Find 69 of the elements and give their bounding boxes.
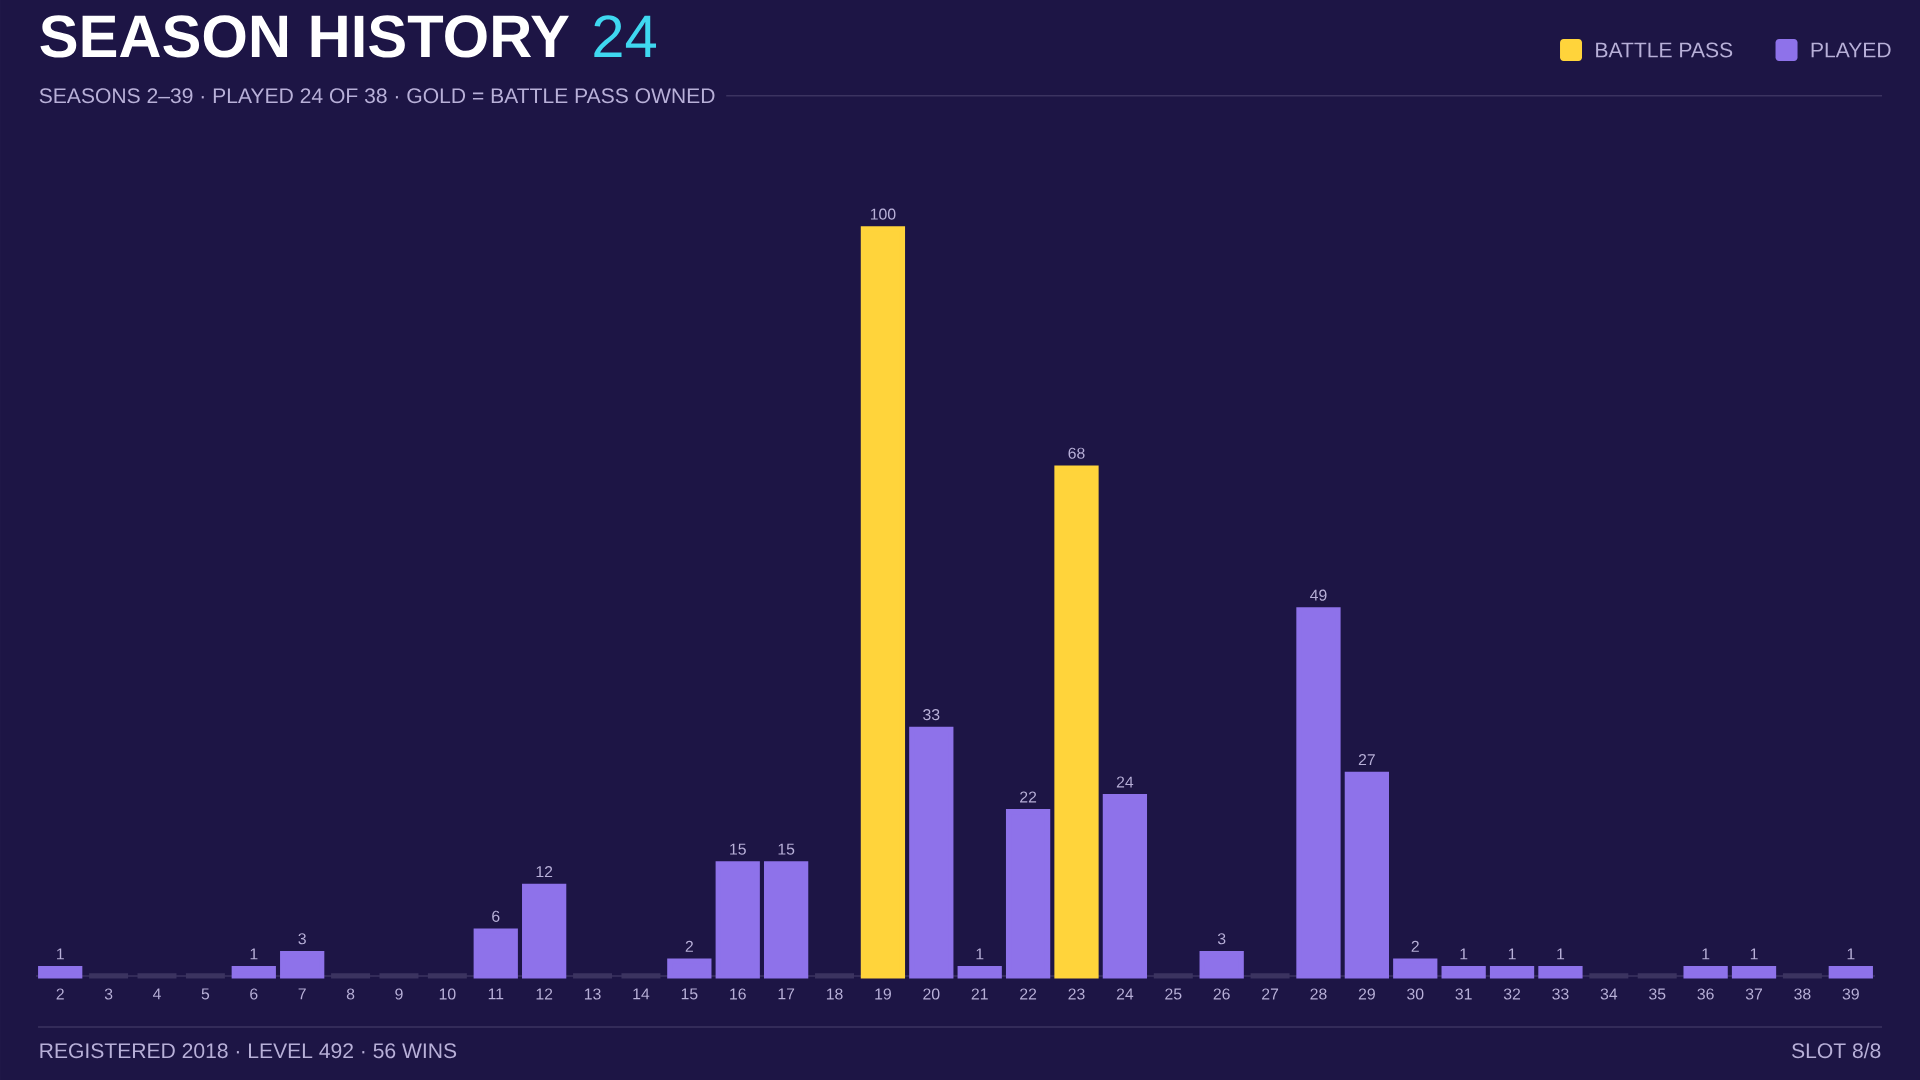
- x-tick-label: 26: [1213, 988, 1230, 1000]
- legend-label: PLAYED: [1811, 42, 1891, 58]
- data-label: 3: [1217, 933, 1226, 945]
- x-tick-label: 24: [1116, 988, 1134, 1000]
- data-label: 3: [298, 933, 306, 945]
- x-tick-label: 30: [1407, 988, 1424, 1000]
- x-tick-label: 7: [298, 988, 306, 1000]
- data-label: 24: [1116, 776, 1134, 788]
- x-tick-label: 19: [875, 988, 891, 1000]
- data-label: 68: [1068, 447, 1085, 459]
- chart-title: SEASON HISTORY: [40, 15, 569, 58]
- x-tick-label: 36: [1697, 988, 1714, 1000]
- data-label: 2: [685, 940, 693, 952]
- data-label: 2: [1411, 940, 1419, 952]
- data-label: 12: [536, 866, 553, 878]
- x-tick-label: 9: [395, 988, 403, 1000]
- data-label: 27: [1358, 754, 1375, 766]
- data-label: 1: [1557, 948, 1565, 960]
- x-tick-label: 6: [250, 988, 258, 1000]
- x-tick-label: 34: [1600, 988, 1618, 1000]
- text: SLOT 8/8: [1792, 1042, 1881, 1059]
- data-label: 100: [870, 208, 896, 220]
- x-tick-label: 35: [1649, 988, 1666, 1000]
- x-tick-label: 12: [536, 988, 553, 1000]
- data-label: 15: [730, 843, 746, 855]
- x-tick-label: 23: [1068, 988, 1085, 1000]
- x-tick-label: 37: [1745, 988, 1763, 1000]
- data-label: 1: [57, 948, 64, 960]
- data-label: 1: [250, 948, 258, 960]
- x-tick-label: 20: [923, 988, 940, 1000]
- x-tick-label: 27: [1262, 988, 1279, 1000]
- x-tick-label: 2: [56, 988, 64, 1000]
- x-tick-label: 32: [1503, 988, 1521, 1000]
- chart-subtitle: SEASONS 2–39 · PLAYED 24 OF 38 · GOLD = BATTLE PASS OWNED: [39, 88, 715, 104]
- x-tick-label: 33: [1552, 988, 1569, 1000]
- legend-label: BATTLE PASS: [1596, 42, 1733, 58]
- data-label: 1: [1750, 948, 1758, 960]
- data-label: 1: [1702, 948, 1710, 960]
- x-tick-label: 21: [971, 988, 988, 1000]
- data-label: 33: [923, 709, 940, 721]
- x-tick-label: 29: [1358, 988, 1375, 1000]
- x-tick-label: 10: [439, 988, 456, 1000]
- x-tick-label: 11: [488, 988, 504, 1000]
- data-label: 1: [1460, 948, 1468, 960]
- x-tick-label: 28: [1310, 988, 1327, 1000]
- data-label: 6: [492, 910, 500, 922]
- x-tick-label: 22: [1020, 988, 1037, 1000]
- data-label: 1: [1847, 948, 1855, 960]
- x-tick-label: 15: [681, 988, 698, 1000]
- x-tick-label: 14: [633, 988, 650, 1000]
- data-label: 49: [1310, 589, 1327, 601]
- data-label: 22: [1020, 791, 1037, 803]
- data-label: 1: [976, 948, 984, 960]
- x-tick-label: 31: [1455, 988, 1472, 1000]
- x-tick-label: 5: [201, 988, 210, 1000]
- x-tick-label: 38: [1794, 988, 1811, 1000]
- x-tick-label: 8: [346, 988, 355, 1000]
- x-tick-label: 18: [826, 988, 843, 1000]
- data-label: 1: [1508, 948, 1516, 960]
- text: 24: [594, 15, 657, 57]
- x-tick-label: 4: [152, 988, 161, 1000]
- x-tick-label: 16: [730, 988, 746, 1000]
- x-tick-label: 25: [1165, 988, 1182, 1000]
- x-tick-label: 39: [1842, 988, 1859, 1000]
- x-tick-label: 3: [104, 988, 113, 1000]
- text: REGISTERED 2018 · LEVEL 492 · 56 WINS: [40, 1043, 457, 1059]
- x-tick-label: 13: [584, 988, 601, 1000]
- x-tick-label: 17: [778, 988, 795, 1000]
- data-label: 15: [778, 843, 795, 855]
